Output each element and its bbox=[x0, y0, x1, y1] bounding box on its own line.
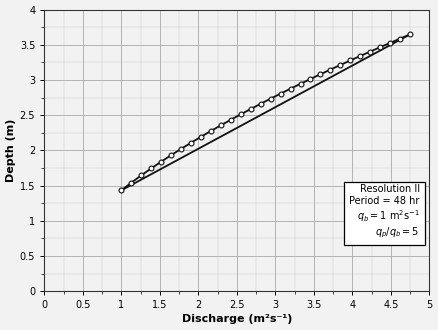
Y-axis label: Depth (m): Depth (m) bbox=[6, 119, 16, 182]
Text: Resolution II
Period = 48 hr
$q_b = 1$ m$^2$s$^{-1}$
$q_p/q_b = 5$: Resolution II Period = 48 hr $q_b = 1$ m… bbox=[350, 184, 420, 240]
X-axis label: Discharge (m²s⁻¹): Discharge (m²s⁻¹) bbox=[182, 314, 292, 324]
